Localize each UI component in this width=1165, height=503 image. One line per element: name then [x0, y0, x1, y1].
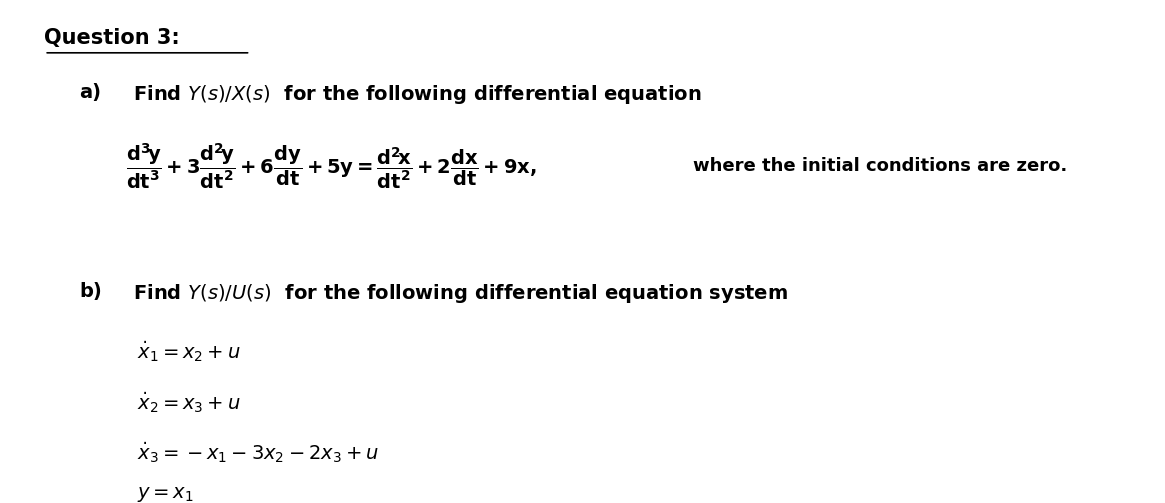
Text: $\dot{x}_3=-x_1-3x_2-2x_3+u$: $\dot{x}_3=-x_1-3x_2-2x_3+u$ — [137, 440, 380, 465]
Text: Find $\mathit{Y}(s)/\mathit{X}(s)$  for the following differential equation: Find $\mathit{Y}(s)/\mathit{X}(s)$ for t… — [133, 83, 701, 106]
Text: $\mathbf{\dfrac{d^3\!y}{dt^3}+3\dfrac{d^2\!y}{dt^2}+6\dfrac{dy}{dt}+5y=\dfrac{d^: $\mathbf{\dfrac{d^3\!y}{dt^3}+3\dfrac{d^… — [126, 141, 536, 191]
Text: where the initial conditions are zero.: where the initial conditions are zero. — [693, 157, 1067, 175]
Text: Find $\mathit{Y}(s)/\mathit{U}(s)$  for the following differential equation syst: Find $\mathit{Y}(s)/\mathit{U}(s)$ for t… — [133, 282, 788, 305]
Text: $\dot{x}_2=x_3+u$: $\dot{x}_2=x_3+u$ — [137, 390, 241, 414]
Text: a): a) — [79, 83, 101, 102]
Text: Question 3:: Question 3: — [44, 28, 181, 48]
Text: $y=x_1$: $y=x_1$ — [137, 485, 195, 503]
Text: b): b) — [79, 282, 103, 301]
Text: $\dot{x}_1=x_2+u$: $\dot{x}_1=x_2+u$ — [137, 340, 241, 364]
